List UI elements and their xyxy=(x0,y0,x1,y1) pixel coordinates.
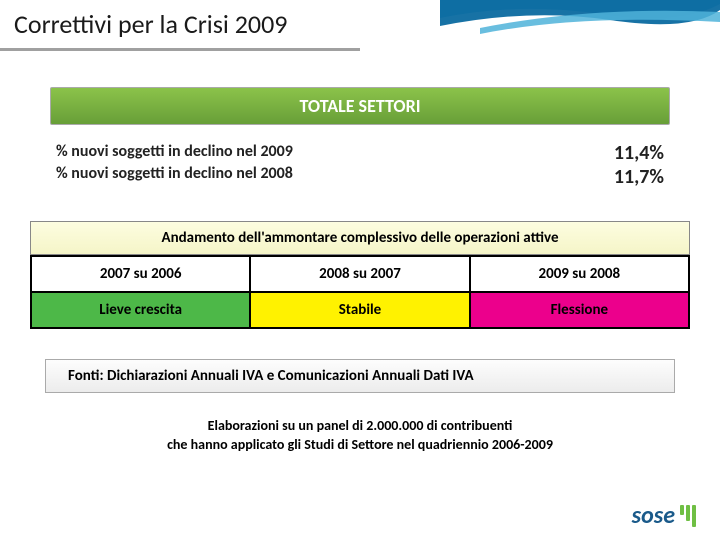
metrics-values: 11,4% 11,7% xyxy=(614,141,664,189)
footer-text: Elaborazioni su un panel di 2.000.000 di… xyxy=(0,417,720,455)
trend-cell: Lieve crescita xyxy=(31,292,250,328)
trend-cell: Flessione xyxy=(470,292,689,328)
table-row: Lieve crescita Stabile Flessione xyxy=(31,292,689,328)
trend-header: Andamento dell'ammontare complessivo del… xyxy=(30,221,690,255)
metric-label: % nuovi soggetti in declino nel 2008 xyxy=(56,163,293,185)
trend-col-header: 2009 su 2008 xyxy=(470,256,689,292)
trend-table: 2007 su 2006 2008 su 2007 2009 su 2008 L… xyxy=(30,255,690,329)
sector-banner-text: TOTALE SETTORI xyxy=(299,95,420,117)
slide-title: Correttivi per la Crisi 2009 xyxy=(14,8,346,40)
table-row: 2007 su 2006 2008 su 2007 2009 su 2008 xyxy=(31,256,689,292)
metric-value: 11,7% xyxy=(614,165,664,189)
metrics-labels: % nuovi soggetti in declino nel 2009 % n… xyxy=(56,141,293,189)
trend-cell: Stabile xyxy=(250,292,469,328)
footer-line: che hanno applicato gli Studi di Settore… xyxy=(0,436,720,455)
metric-value: 11,4% xyxy=(614,141,664,165)
slide-title-bar: Correttivi per la Crisi 2009 xyxy=(0,0,360,51)
logo-bars-icon xyxy=(680,505,696,527)
sose-logo: sose xyxy=(632,501,696,530)
sector-banner: TOTALE SETTORI xyxy=(50,87,670,125)
metric-label: % nuovi soggetti in declino nel 2009 xyxy=(56,141,293,163)
metrics-block: % nuovi soggetti in declino nel 2009 % n… xyxy=(56,141,664,189)
sources-box: Fonti: Dichiarazioni Annuali IVA e Comun… xyxy=(45,359,675,393)
decorative-wave xyxy=(440,0,720,60)
trend-col-header: 2007 su 2006 xyxy=(31,256,250,292)
logo-text: sose xyxy=(632,501,675,530)
footer-line: Elaborazioni su un panel di 2.000.000 di… xyxy=(0,417,720,436)
trend-col-header: 2008 su 2007 xyxy=(250,256,469,292)
